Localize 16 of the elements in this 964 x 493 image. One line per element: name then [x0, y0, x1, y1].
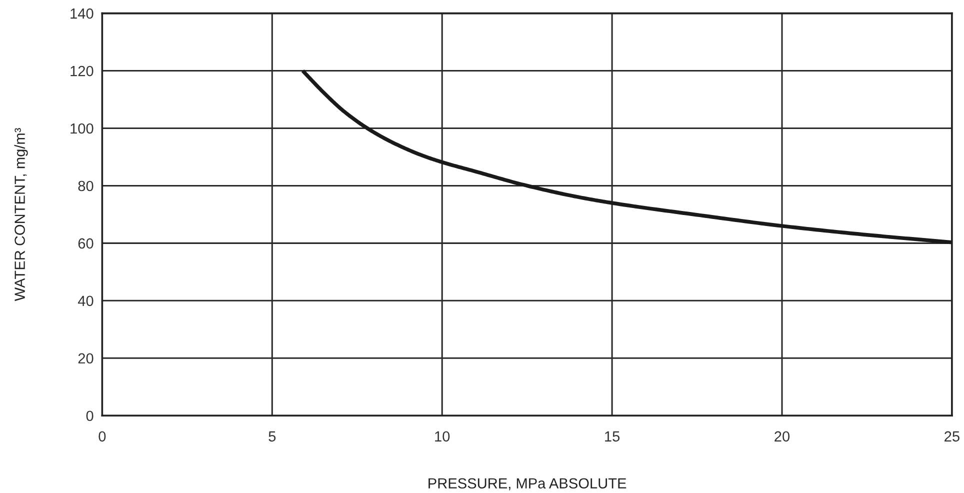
x-tick-label: 15 — [605, 431, 620, 442]
y-tick-label: 140 — [70, 8, 94, 19]
y-tick-label: 120 — [70, 66, 94, 76]
x-tick-label: 25 — [944, 431, 960, 442]
x-tick-label: 0 — [98, 431, 106, 442]
x-axis-title: PRESSURE, MPa ABSOLUTE — [428, 478, 626, 490]
y-tick-label: 60 — [78, 238, 94, 249]
y-tick-label: 80 — [78, 180, 94, 192]
y-axis-title: WATER CONTENT, mg/m³ — [14, 128, 28, 302]
y-tick-label: 100 — [70, 123, 94, 134]
x-tick-label: 20 — [774, 431, 790, 442]
x-tick-label: 10 — [435, 431, 450, 442]
y-tick-label: 20 — [78, 353, 94, 364]
x-tick-label: 5 — [268, 431, 276, 442]
y-tick-label: 40 — [78, 296, 94, 306]
y-tick-label: 0 — [86, 410, 94, 422]
